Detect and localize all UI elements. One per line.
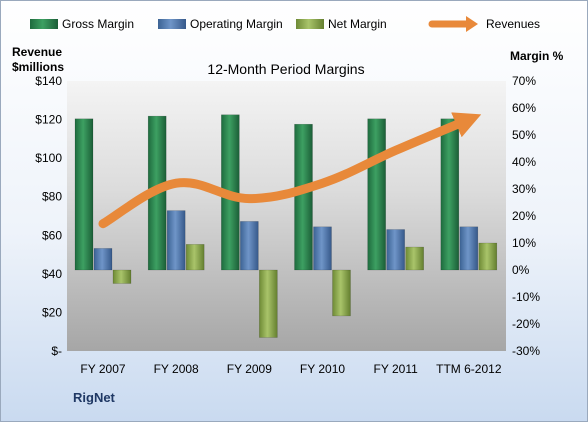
x-tick-label: FY 2007 [80, 362, 125, 376]
net-margin-bar [259, 269, 278, 338]
operating-margin-bar [313, 226, 332, 271]
x-axis-labels: FY 2007 FY 2008 FY 2009 FY 2010 FY 2011 TTM 6… [80, 362, 501, 376]
left-axis-ticks: $- $20 $40 $60 $80 $100 $120 $140 [35, 74, 62, 358]
left-tick-label: $- [51, 344, 62, 358]
right-tick-label: 60% [512, 101, 536, 115]
right-tick-label: -10% [512, 290, 540, 304]
net-margin-bar [478, 242, 498, 271]
x-tick-label: FY 2010 [300, 362, 345, 376]
legend-label-net-margin: Net Margin [328, 17, 387, 31]
revenue-line-group [98, 112, 482, 229]
x-tick-label: FY 2008 [154, 362, 199, 376]
gross-margin-bar [440, 118, 460, 271]
right-tick-label: 70% [512, 74, 536, 88]
x-tick-label: FY 2009 [227, 362, 272, 376]
x-tick-label: TTM 6-2012 [436, 362, 502, 376]
left-tick-label: $60 [42, 228, 62, 242]
plot-area [67, 81, 506, 351]
gross-margin-bar [367, 118, 386, 271]
operating-margin-bar [166, 210, 186, 271]
net-margin-bar [405, 246, 424, 271]
left-tick-label: $100 [35, 151, 62, 165]
left-tick-label: $80 [42, 190, 62, 204]
legend-swatch-gross-margin [30, 19, 58, 29]
left-tick-label: $120 [35, 113, 62, 127]
legend-arrow-revenues [466, 16, 478, 32]
right-tick-label: 50% [512, 128, 536, 142]
right-tick-label: 10% [512, 236, 536, 250]
legend-label-revenues: Revenues [486, 17, 540, 31]
legend-swatch-net-margin [296, 19, 324, 29]
x-tick-label: FY 2011 [374, 362, 419, 376]
left-tick-label: $40 [42, 267, 62, 281]
chart-title: 12-Month Period Margins [207, 61, 364, 77]
operating-margin-bar [386, 229, 405, 271]
legend-label-gross-margin: Gross Margin [62, 17, 134, 31]
right-tick-label: -20% [512, 317, 540, 331]
left-tick-label: $140 [35, 74, 62, 88]
bars [74, 114, 498, 338]
net-margin-bar [112, 269, 132, 284]
company-label: RigNet [73, 390, 116, 405]
right-axis-label: Margin % [510, 49, 564, 63]
right-tick-label: 0% [512, 263, 530, 277]
right-tick-label: -30% [512, 344, 540, 358]
legend-label-operating-margin: Operating Margin [190, 17, 283, 31]
gross-margin-bar [294, 123, 313, 271]
left-axis-label-line1: Revenue [12, 45, 62, 59]
right-tick-label: 30% [512, 182, 536, 196]
right-tick-label: 40% [512, 155, 536, 169]
net-margin-bar [185, 244, 205, 271]
left-tick-label: $20 [42, 305, 62, 319]
operating-margin-bar [240, 221, 259, 271]
right-tick-label: 20% [512, 209, 536, 223]
legend: Gross Margin Operating Margin Net Margin Re… [30, 16, 540, 32]
gross-margin-bar [74, 118, 94, 271]
net-margin-bar [332, 269, 351, 317]
right-axis-ticks: -30% -20% -10% 0% 10% 20% 30% 40% 50% 60% 70% [512, 74, 540, 358]
operating-margin-bar [459, 226, 479, 271]
left-axis-label-line2: $millions [12, 60, 64, 74]
revenues-line [98, 112, 482, 229]
legend-swatch-operating-margin [158, 19, 186, 29]
operating-margin-bar [93, 248, 113, 271]
